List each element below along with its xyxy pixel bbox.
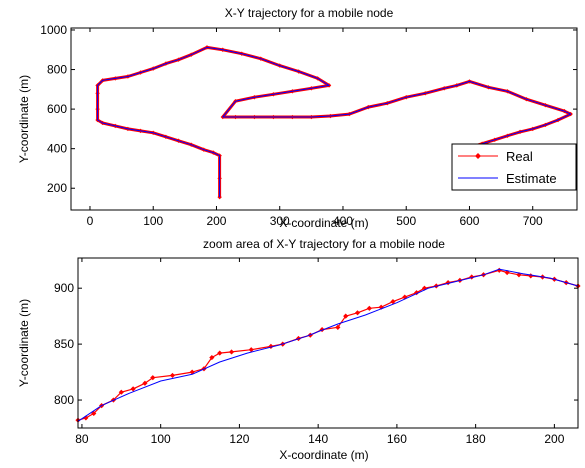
bottom-plot-x-tick-label: 140 [308, 432, 328, 446]
bottom-plot-real-point [217, 350, 223, 356]
top-plot-x-tick-label: 0 [87, 214, 94, 228]
legend-real-marker [475, 153, 481, 159]
top-plot-x-tick-label: 700 [523, 214, 543, 228]
top-plot-axes-box [70, 27, 578, 211]
top-plot-y-tick-label: 1000 [40, 23, 67, 37]
bottom-plot-y-tick-label: 800 [54, 393, 74, 407]
top-plot-series-estimate-line [97, 46, 572, 198]
top-plot-x-tick-label: 300 [270, 214, 290, 228]
top-plot-y-ticks: 200 400 600 800 1000 [40, 23, 577, 195]
top-plot-x-tick-label: 200 [206, 214, 226, 228]
top-plot-title: X-Y trajectory for a mobile node [225, 6, 394, 20]
legend-box [451, 143, 577, 191]
top-plot-y-tick-label: 400 [47, 142, 67, 156]
bottom-plot-y-tick-label: 850 [54, 337, 74, 351]
top-plot-y-tick-label: 600 [47, 102, 67, 116]
bottom-plot-x-tick-label: 200 [544, 432, 564, 446]
top-plot-real-point [217, 194, 222, 200]
bottom-plot-real-point [413, 290, 420, 296]
top-plot-x-tick-label: 400 [333, 214, 353, 228]
bottom-plot-real-point [343, 313, 349, 319]
bottom-plot-real-point [402, 294, 408, 300]
bottom-plot-real-point [209, 354, 215, 361]
top-plot-y-tick-label: 200 [47, 181, 67, 195]
bottom-plot-x-label: X-coordinate (m) [279, 448, 368, 462]
bottom-plot-series [75, 267, 581, 423]
bottom-plot-real-point [528, 273, 534, 279]
bottom-plot-real-point [421, 285, 428, 291]
bottom-plot-x-tick-label: 160 [387, 432, 407, 446]
bottom-plot-x-ticks: 80 100 120 140 160 180 200 [75, 258, 565, 446]
top-plot-x-ticks: 0 100 200 300 400 500 600 700 [87, 28, 543, 228]
bottom-plot-real-point [390, 299, 396, 305]
bottom-plot-axes-box [77, 257, 579, 429]
bottom-plot-real-point [496, 267, 502, 273]
bottom-plot-real-point [248, 347, 254, 353]
legend: Real Estimate [451, 143, 577, 191]
bottom-plot-real-point [378, 304, 384, 310]
bottom-plot-real-point [366, 305, 372, 311]
top-plot-x-tick-label: 100 [143, 214, 163, 228]
top-plot-x-label: X-coordinate (m) [279, 216, 368, 230]
bottom-plot-real-point [354, 310, 361, 316]
bottom-plot-real-point [189, 369, 195, 375]
bottom-plot-x-tick-label: 180 [466, 432, 486, 446]
bottom-plot-real-point [335, 324, 341, 330]
bottom-plot-y-ticks: 800 850 900 [54, 281, 578, 407]
bottom-plot-real-point [91, 410, 97, 417]
legend-real-label: Real [506, 149, 533, 164]
bottom-plot-series-estimate-line [77, 268, 579, 422]
bottom-plot-y-tick-label: 900 [54, 281, 74, 295]
bottom-plot-x-tick-label: 120 [229, 432, 249, 446]
bottom-plot-y-label: Y-coordinate (m) [17, 299, 31, 387]
bottom-plot-real-point [169, 372, 176, 379]
bottom-plot-real-point [469, 274, 475, 280]
bottom-plot-real-point [130, 386, 136, 392]
top-plot-y-label: Y-coordinate (m) [17, 75, 31, 163]
bottom-plot-real-point [142, 380, 148, 386]
bottom-plot-real-point [150, 375, 156, 381]
top-plot-series [95, 45, 573, 200]
top-plot-y-tick-label: 800 [47, 63, 67, 77]
top-plot: X-Y trajectory for a mobile node 0 100 200… [17, 6, 578, 230]
bottom-plot-x-tick-label: 100 [151, 432, 171, 446]
bottom-plot-real-point [118, 389, 124, 395]
bottom-plot: zoom area of X-Y trajectory for a mobile… [17, 237, 581, 462]
bottom-plot-title: zoom area of X-Y trajectory for a mobile… [203, 237, 445, 251]
legend-estimate-label: Estimate [506, 171, 557, 186]
bottom-plot-real-point [228, 349, 235, 355]
bottom-plot-x-tick-label: 80 [75, 432, 89, 446]
top-plot-x-tick-label: 500 [396, 214, 416, 228]
top-plot-x-tick-label: 600 [459, 214, 479, 228]
